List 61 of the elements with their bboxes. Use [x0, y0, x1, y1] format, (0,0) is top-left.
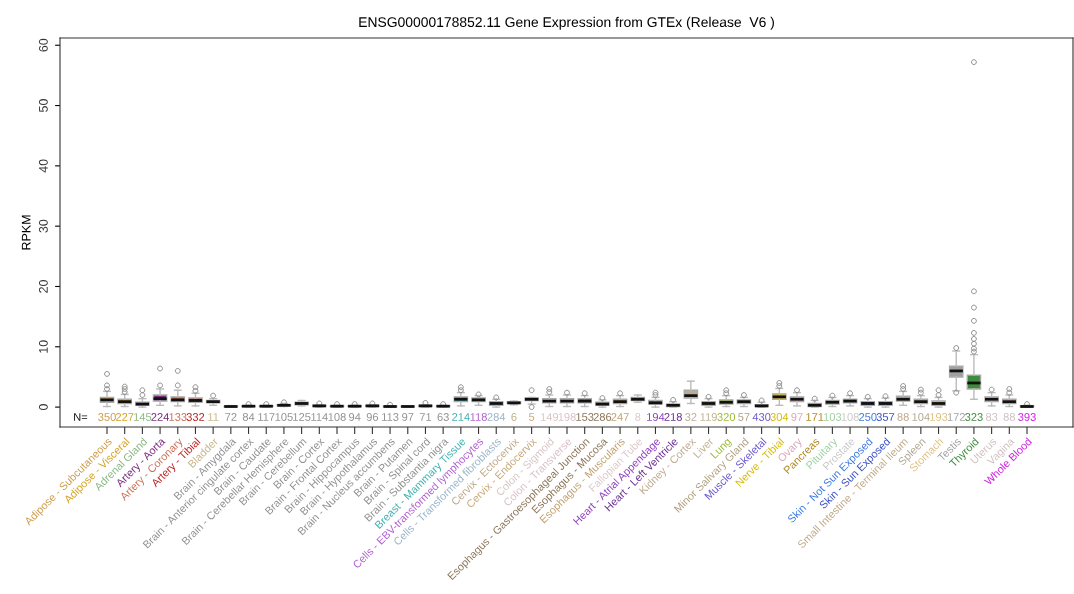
annotation: 133 — [169, 413, 187, 421]
annotation: 94 — [349, 413, 361, 421]
annotation: 149 — [540, 413, 559, 421]
annotation: 332 — [186, 413, 205, 421]
annotation: 63 — [437, 413, 449, 421]
annotation: 286 — [593, 413, 612, 421]
annotation: 117 — [258, 413, 275, 421]
annotation: 103 — [823, 413, 842, 421]
annotation: 198 — [558, 413, 576, 421]
annotation: 224 — [151, 413, 170, 421]
annotation: 357 — [876, 413, 895, 421]
text: N= — [74, 413, 88, 421]
annotation: 84 — [242, 413, 255, 421]
annotation: 320 — [717, 413, 736, 421]
chart-title: ENSG00000178852.11 Gene Expression from GTEx (Release V6 ) — [359, 16, 774, 30]
annotation: 430 — [752, 413, 771, 421]
annotation: 350 — [98, 413, 116, 421]
annotation: 88 — [897, 413, 909, 421]
annotation: 11 — [208, 413, 219, 421]
y-tick-label: 20 — [38, 280, 48, 293]
annotation: 32 — [685, 413, 697, 421]
y-tick-label: 50 — [38, 99, 48, 112]
y-axis-title: RPKM — [21, 215, 31, 250]
annotation: 113 — [382, 413, 399, 421]
annotation: 104 — [912, 413, 930, 421]
y-tick-label: 60 — [38, 38, 48, 52]
annotation: 71 — [419, 413, 432, 421]
annotation: 393 — [1018, 413, 1036, 421]
y-tick-label: 10 — [38, 340, 48, 353]
annotation: 88 — [1003, 413, 1015, 421]
annotation: 97 — [791, 413, 803, 421]
annotation: 194 — [647, 413, 665, 421]
annotation: 96 — [366, 413, 379, 421]
annotation: 114 — [311, 413, 328, 421]
y-tick-label: 40 — [38, 159, 48, 173]
y-tick-label: 0 — [38, 404, 48, 411]
annotation: 153 — [576, 413, 594, 421]
annotation: 284 — [487, 413, 506, 421]
annotation: 247 — [611, 413, 629, 421]
annotation: 125 — [293, 413, 311, 421]
annotation: 145 — [133, 413, 152, 421]
annotation: 193 — [930, 413, 948, 421]
annotation: 227 — [115, 413, 134, 421]
annotation: 119 — [700, 413, 717, 421]
annotation: 172 — [947, 413, 965, 421]
annotation: 171 — [806, 413, 824, 421]
annotation: 97 — [402, 413, 414, 421]
annotation: 108 — [328, 413, 346, 421]
annotation: 304 — [770, 413, 789, 421]
annotation: 250 — [859, 413, 877, 421]
annotation: 6 — [511, 413, 517, 421]
annotation: 105 — [275, 413, 293, 421]
annotation: 218 — [664, 413, 682, 421]
annotation: 83 — [985, 413, 998, 421]
y-tick-label: 30 — [38, 219, 48, 233]
annotation: 323 — [965, 413, 983, 421]
annotation: 72 — [225, 413, 237, 421]
annotation: 5 — [528, 413, 535, 421]
annotation: 118 — [470, 413, 487, 421]
annotation: 214 — [452, 413, 470, 421]
annotation: 57 — [738, 413, 750, 421]
